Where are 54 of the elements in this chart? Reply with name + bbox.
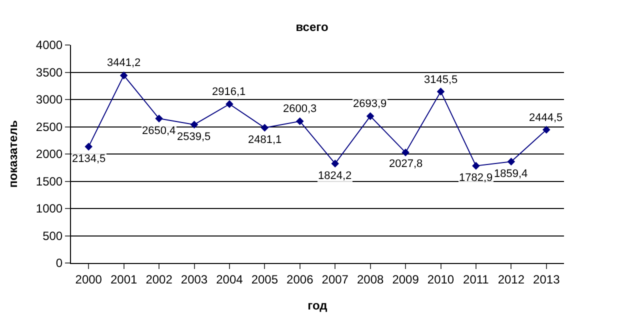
point xyxy=(507,158,516,166)
data-label: 1859,4 xyxy=(494,168,528,180)
y-axis-title: показатель xyxy=(6,120,20,188)
data-label: 2600,3 xyxy=(283,103,317,115)
x-tick-label: 2007 xyxy=(322,272,349,286)
point xyxy=(120,72,128,80)
data-label: 2650,4 xyxy=(142,125,176,137)
point xyxy=(190,120,198,128)
y-tick-label: 2500 xyxy=(36,120,63,134)
y-tick-label: 1000 xyxy=(36,202,63,216)
y-tick-label: 3000 xyxy=(36,92,63,107)
x-tick-label: 2006 xyxy=(286,272,314,286)
x-tick-label: 2004 xyxy=(216,272,244,286)
data-label: 2693,9 xyxy=(353,98,387,110)
x-tick-label: 2009 xyxy=(392,272,420,286)
data-label: 2916,1 xyxy=(212,86,246,98)
y-tick-label: 0 xyxy=(56,256,63,270)
data-label: 2539,5 xyxy=(177,131,211,143)
y-tick-label: 4000 xyxy=(36,38,63,52)
x-tick-label: 2012 xyxy=(498,272,525,286)
x-tick-label: 2001 xyxy=(110,272,138,286)
x-tick-label: 2008 xyxy=(356,272,384,286)
point xyxy=(402,148,410,156)
y-tick-label: 3500 xyxy=(36,65,63,80)
point xyxy=(84,142,93,151)
point xyxy=(542,126,550,134)
x-tick-label: 2013 xyxy=(533,272,560,286)
data-label: 3145,5 xyxy=(424,74,458,86)
point xyxy=(436,88,445,96)
point xyxy=(260,124,269,132)
chart-title: всего xyxy=(296,20,328,34)
x-tick-label: 2002 xyxy=(146,272,173,286)
data-label: 1824,2 xyxy=(318,170,352,182)
x-tick-label: 2003 xyxy=(180,272,208,286)
data-label: 2027,8 xyxy=(389,158,423,170)
data-label: 2134,5 xyxy=(72,153,106,165)
data-label: 2444,5 xyxy=(529,112,563,124)
data-label: 1782,9 xyxy=(459,172,493,184)
x-tick-label: 2010 xyxy=(427,272,454,286)
x-axis-title: год xyxy=(308,298,328,312)
point xyxy=(472,162,480,170)
data-label: 2481,1 xyxy=(248,134,282,146)
x-tick-label: 2005 xyxy=(251,272,278,286)
x-tick-label: 2000 xyxy=(75,272,102,286)
point xyxy=(296,117,304,126)
data-label: 3441,2 xyxy=(107,57,141,69)
x-tick-label: 2011 xyxy=(463,272,490,286)
point xyxy=(155,114,163,122)
point xyxy=(331,160,340,168)
point xyxy=(366,112,374,120)
point xyxy=(226,100,234,108)
y-tick-label: 500 xyxy=(42,228,63,243)
y-tick-label: 1500 xyxy=(36,174,63,188)
y-tick-label: 2000 xyxy=(36,147,63,162)
